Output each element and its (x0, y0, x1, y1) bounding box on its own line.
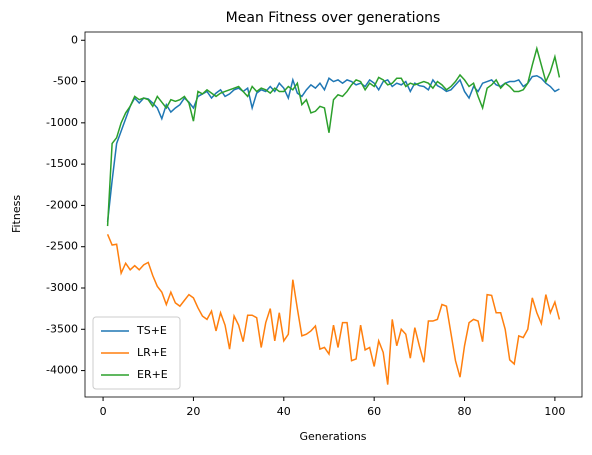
y-tick-label: -4000 (46, 364, 78, 377)
y-tick-label: -1000 (46, 116, 78, 129)
y-tick-label: -2500 (46, 240, 78, 253)
y-tick-label: -3000 (46, 281, 78, 294)
legend-label: LR+E (137, 346, 167, 359)
legend-label: ER+E (137, 368, 168, 381)
legend-label: TS+E (136, 324, 167, 337)
series-line (106, 74, 560, 223)
y-tick-label: -3500 (46, 322, 78, 335)
series-line (106, 234, 561, 385)
x-tick-label: 60 (367, 405, 381, 418)
x-tick-label: 20 (186, 405, 200, 418)
x-axis-label: Generations (299, 430, 366, 443)
y-tick-label: -2000 (46, 198, 78, 211)
x-tick-label: 40 (277, 405, 291, 418)
y-tick-label: -1500 (46, 157, 78, 170)
plot-frame (84, 31, 583, 398)
x-tick-label: 0 (100, 405, 107, 418)
chart-title: Mean Fitness over generations (226, 10, 441, 26)
y-tick-label: 0 (71, 33, 78, 46)
y-tick-label: -500 (53, 75, 78, 88)
x-tick-label: 80 (458, 405, 472, 418)
legend-box (92, 316, 181, 390)
x-tick-label: 100 (544, 405, 565, 418)
y-axis-label: Fitness (10, 195, 23, 233)
series-line (106, 45, 561, 227)
